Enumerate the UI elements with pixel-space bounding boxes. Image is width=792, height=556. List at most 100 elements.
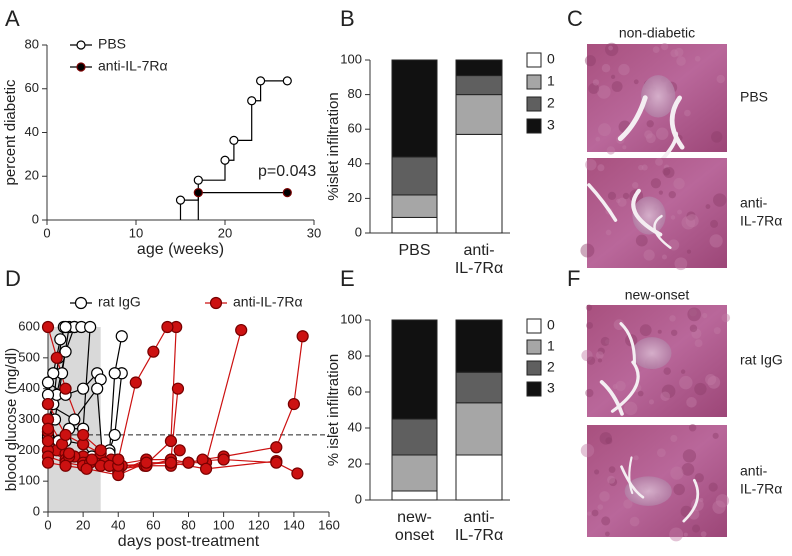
y-tick-label: 0 [32,211,39,226]
data-point [68,413,81,426]
tissue-texture [694,339,703,348]
tissue-texture [668,191,676,199]
data-point [291,467,304,480]
tissue-texture [670,49,679,58]
y-tick-label: 400 [18,380,40,395]
tissue-texture [686,249,692,254]
tissue-texture [599,491,610,502]
tissue-texture [715,494,730,508]
data-point [182,456,195,469]
y-tick-label: 200 [18,442,40,457]
tissue-texture [588,83,600,94]
data-point [91,382,104,395]
x-tick-label: 40 [111,517,125,532]
tissue-texture [705,204,711,209]
x-tick-label: 100 [213,517,235,532]
tissue-texture [694,382,707,396]
tissue-texture [608,478,618,487]
legend-label: 0 [547,317,555,333]
tissue-texture [711,131,723,143]
data-point [41,434,55,448]
tissue-texture [585,388,594,398]
y-tick-label: 40 [348,155,362,170]
tissue-texture [601,63,611,73]
data-point [173,444,186,457]
data-point [161,320,174,334]
bar-segment [391,216,438,234]
data-point [84,320,97,334]
tissue-texture [595,351,604,360]
data-point [59,382,72,395]
data-point [199,462,213,475]
bar-segment [455,319,503,373]
data-point [229,135,239,145]
legend-swatch [526,381,542,397]
islet [632,196,666,235]
data-point [296,330,309,343]
tissue-texture [646,120,654,128]
tissue-texture [655,157,663,166]
tissue-texture [712,432,719,439]
tissue-texture [657,329,662,334]
tissue-gap [610,360,640,413]
y-tick-label: 20 [25,168,39,183]
tissue-texture [585,158,597,171]
bar-segment [455,133,503,234]
tissue-texture [595,136,601,142]
tissue-texture [607,191,617,200]
x-tick-label: 140 [283,517,305,532]
tissue-texture [708,482,718,492]
mouse-line [47,329,242,470]
tissue-texture [655,127,669,140]
legend-swatch [526,318,542,334]
data-point [171,382,185,395]
panel-letter: C [567,6,583,31]
data-point [220,155,230,165]
tissue-texture [597,358,603,363]
tissue-gap [620,465,645,499]
data-point [59,459,72,472]
tissue-texture [645,133,656,144]
data-point [164,456,178,469]
legend-label: 3 [547,117,555,133]
data-point [50,351,63,364]
data-point [147,345,160,358]
tissue-texture [700,531,707,538]
y-axis-label: %islet infiltration [325,92,342,200]
tissue-texture [699,497,704,502]
data-point [94,444,107,457]
islet [632,337,672,370]
micrograph-label: IL-7Rα [740,213,782,229]
tissue-gap [631,188,663,237]
tissue-texture [687,307,702,322]
tissue-texture [594,469,600,475]
tissue-texture [600,336,610,346]
tissue-gap [619,322,636,365]
tissue-texture [680,369,686,374]
tissue-texture [710,219,719,228]
bar-segment [391,418,438,456]
tissue-gap [617,95,648,142]
tissue-texture [613,319,625,331]
tissue-texture [676,56,686,66]
tissue-texture [661,254,667,260]
x-tick-label: 80 [181,517,195,532]
data-point [59,428,72,442]
tissue-texture [635,234,648,247]
tissue-texture [721,313,731,323]
x-tick-label: 20 [218,225,232,240]
x-axis-label: days post-treatment [118,533,260,550]
islet [640,75,676,118]
tissue-texture [661,384,676,399]
tissue-texture [663,166,675,179]
tissue-texture [637,390,644,397]
tissue-texture [674,257,688,271]
tissue-texture [694,55,701,62]
x-tick-label: anti- [463,242,494,259]
data-point [270,456,283,469]
x-tick-label: 20 [76,517,90,532]
data-point [85,453,99,466]
bar-segment [455,402,503,456]
data-point [247,96,257,106]
